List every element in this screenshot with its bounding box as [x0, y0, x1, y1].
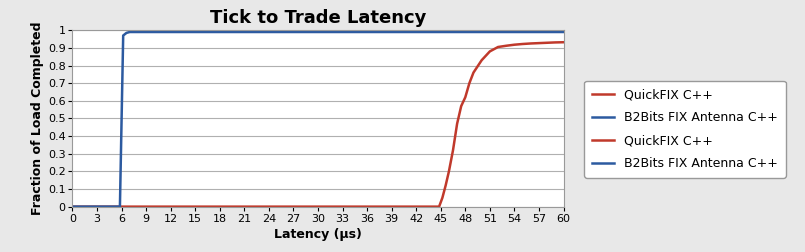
QuickFIX C++ — [534, 42, 543, 45]
QuickFIX C++ — [456, 105, 466, 108]
QuickFIX C++ — [444, 170, 454, 173]
B2Bits FIX Antenna C++ — [122, 32, 131, 35]
QuickFIX C++ — [559, 41, 568, 44]
B2Bits FIX Antenna C++ — [118, 34, 128, 37]
QuickFIX C++ — [441, 184, 451, 187]
B2Bits FIX Antenna C++ — [559, 30, 568, 34]
B2Bits FIX Antenna C++ — [115, 205, 125, 208]
QuickFIX C++ — [438, 196, 448, 199]
QuickFIX C++ — [518, 43, 527, 46]
QuickFIX C++ — [493, 45, 503, 48]
QuickFIX C++ — [464, 82, 474, 85]
QuickFIX C++ — [434, 205, 444, 208]
QuickFIX C++ — [448, 149, 458, 152]
B2Bits FIX Antenna C++ — [125, 30, 134, 34]
QuickFIX C++ — [485, 50, 494, 53]
B2Bits FIX Antenna C++ — [68, 205, 77, 208]
QuickFIX C++ — [452, 122, 462, 125]
QuickFIX C++ — [502, 44, 511, 47]
QuickFIX C++ — [510, 43, 519, 46]
Y-axis label: Fraction of Load Completed: Fraction of Load Completed — [31, 22, 43, 215]
Line: QuickFIX C++: QuickFIX C++ — [72, 42, 564, 207]
QuickFIX C++ — [551, 41, 560, 44]
QuickFIX C++ — [460, 96, 470, 99]
B2Bits FIX Antenna C++ — [129, 30, 138, 34]
X-axis label: Latency (μs): Latency (μs) — [274, 228, 362, 241]
QuickFIX C++ — [526, 42, 535, 45]
Title: Tick to Trade Latency: Tick to Trade Latency — [210, 9, 426, 27]
QuickFIX C++ — [477, 59, 486, 62]
QuickFIX C++ — [543, 41, 552, 44]
Line: B2Bits FIX Antenna C++: B2Bits FIX Antenna C++ — [72, 32, 564, 207]
QuickFIX C++ — [68, 205, 77, 208]
Legend: QuickFIX C++, B2Bits FIX Antenna C++, QuickFIX C++, B2Bits FIX Antenna C++: QuickFIX C++, B2Bits FIX Antenna C++, Qu… — [584, 81, 786, 178]
QuickFIX C++ — [469, 71, 478, 74]
